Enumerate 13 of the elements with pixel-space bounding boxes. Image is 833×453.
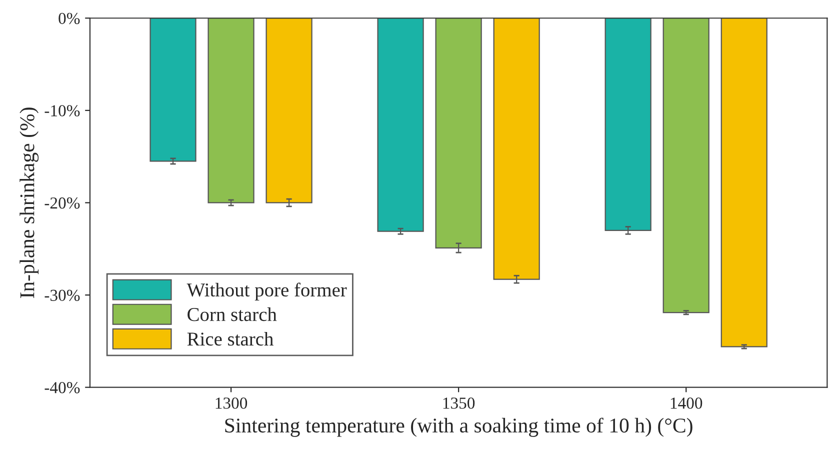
y-tick-label: -20% bbox=[44, 197, 80, 209]
legend-label: Without pore former bbox=[186, 282, 347, 300]
y-axis-title: In-plane shrinkage (%) bbox=[20, 108, 39, 298]
y-tick-label: -40% bbox=[44, 382, 80, 394]
x-tick-label: 1300 bbox=[216, 398, 248, 409]
legend-label: Rice starch bbox=[187, 332, 274, 346]
x-tick-label: 1400 bbox=[670, 398, 702, 409]
x-axis-title: Sintering temperature (with a soaking time of 10 h) (°C) bbox=[225, 418, 692, 437]
y-tick-label: -30% bbox=[44, 290, 80, 302]
legend-label: Corn starch bbox=[188, 307, 277, 322]
y-tick-label: -10% bbox=[44, 105, 80, 116]
x-tick-label: 1350 bbox=[443, 398, 475, 409]
y-tick-label: 0% bbox=[58, 12, 80, 24]
